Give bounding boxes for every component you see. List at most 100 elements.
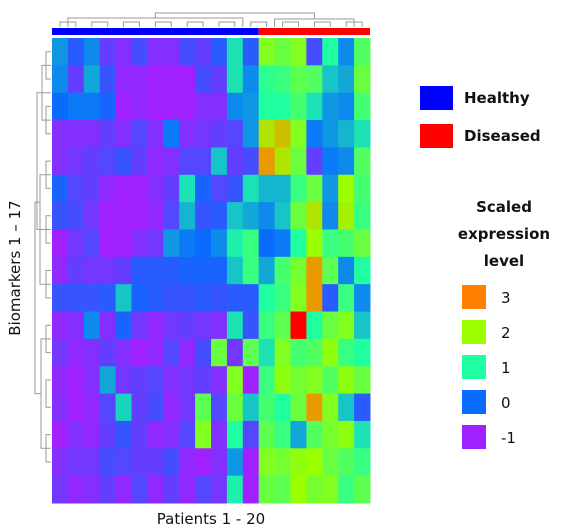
- heatmap-cell: [258, 147, 276, 176]
- heatmap-cell: [179, 174, 196, 203]
- heatmap-cell: [258, 366, 276, 395]
- heatmap-cell: [354, 147, 371, 176]
- heatmap-cell: [274, 65, 291, 94]
- heatmap-cell: [306, 38, 323, 66]
- heatmap-cell: [131, 338, 148, 367]
- heatmap-cell: [67, 202, 85, 230]
- heatmap-cell: [179, 65, 196, 94]
- heatmap-cell: [179, 311, 196, 340]
- heatmap-cell: [226, 420, 244, 449]
- heatmap-cell: [338, 393, 355, 422]
- heatmap-cell: [290, 284, 307, 313]
- heatmap-cell: [99, 92, 117, 121]
- heatmap-cell: [195, 420, 212, 449]
- heatmap-cell: [338, 38, 355, 66]
- heatmap-cell: [83, 475, 101, 504]
- heatmap-cell: [274, 284, 291, 313]
- heatmap-cell: [354, 475, 371, 504]
- heatmap-cell: [274, 393, 291, 422]
- heatmap-cell: [242, 448, 260, 477]
- heatmap-cell: [274, 229, 291, 258]
- heatmap-cell: [195, 174, 212, 203]
- colorbar-tick-label: 0: [501, 394, 511, 412]
- heatmap-cell: [163, 202, 180, 230]
- heatmap-cell: [99, 475, 117, 504]
- heatmap-cell: [67, 475, 85, 504]
- heatmap-cell: [226, 65, 244, 94]
- heatmap-cell: [338, 256, 355, 285]
- legend-label-diseased: Diseased: [464, 127, 541, 145]
- heatmap-cell: [258, 256, 276, 285]
- heatmap-cell: [67, 393, 85, 422]
- heatmap-cell: [67, 338, 85, 367]
- heatmap-cell: [179, 38, 196, 66]
- heatmap-cell: [52, 229, 69, 258]
- group-bar-segment: [52, 28, 259, 35]
- colorbar-swatch: [462, 285, 486, 309]
- heatmap-cell: [226, 448, 244, 477]
- heatmap-cell: [179, 420, 196, 449]
- heatmap-cell: [338, 147, 355, 176]
- heatmap-cell: [67, 65, 85, 94]
- heatmap-cell: [115, 65, 132, 94]
- dendrogram-branch: [154, 12, 315, 19]
- heatmap-cell: [258, 338, 276, 367]
- heatmap-cell: [290, 229, 307, 258]
- colorbar-tick-label: -1: [501, 429, 516, 447]
- heatmap-cell: [274, 120, 291, 148]
- heatmap-cell: [131, 420, 148, 449]
- heatmap-cell: [274, 256, 291, 285]
- heatmap-cell: [115, 393, 132, 422]
- heatmap-cell: [354, 448, 371, 477]
- heatmap-cell: [115, 147, 132, 176]
- heatmap-cell: [290, 65, 307, 94]
- heatmap-cell: [226, 475, 244, 504]
- heatmap-cell: [226, 338, 244, 367]
- heatmap-cell: [322, 65, 339, 94]
- heatmap-cell: [338, 448, 355, 477]
- heatmap-cell: [211, 147, 228, 176]
- heatmap-cell: [274, 475, 291, 504]
- heatmap-cell: [99, 147, 117, 176]
- heatmap-cell: [52, 65, 69, 94]
- heatmap-cell: [99, 338, 117, 367]
- heatmap-cell: [147, 338, 164, 367]
- heatmap-cell: [195, 65, 212, 94]
- heatmap-cell: [195, 393, 212, 422]
- heatmap-cell: [306, 92, 323, 121]
- y-axis-label: Biomarkers 1 – 17: [6, 200, 24, 335]
- heatmap-cell: [67, 311, 85, 340]
- heatmap-cell: [131, 65, 148, 94]
- heatmap-cell: [179, 229, 196, 258]
- heatmap-cell: [242, 393, 260, 422]
- heatmap-cell: [131, 120, 148, 148]
- heatmap-cell: [258, 65, 276, 94]
- heatmap-cell: [195, 229, 212, 258]
- heatmap-cell: [131, 174, 148, 203]
- heatmap-cell: [83, 92, 101, 121]
- colorbar-title-line: Scaled: [476, 198, 532, 216]
- heatmap-cell: [83, 420, 101, 449]
- heatmap-cell: [163, 420, 180, 449]
- heatmap-cell: [131, 229, 148, 258]
- heatmap-cell: [99, 229, 117, 258]
- heatmap-cell: [258, 38, 276, 66]
- legend-swatch-healthy: [420, 86, 453, 110]
- dendrogram-branch: [218, 21, 236, 27]
- heatmap-cell: [67, 92, 85, 121]
- heatmap-cell: [242, 256, 260, 285]
- heatmap-cell: [354, 38, 371, 66]
- heatmap-cell: [338, 420, 355, 449]
- heatmap-cell: [258, 120, 276, 148]
- heatmap-cell: [290, 393, 307, 422]
- heatmap-cell: [322, 202, 339, 230]
- dendrogram-branch: [282, 21, 299, 27]
- heatmap-cell: [83, 393, 101, 422]
- heatmap-cell: [147, 311, 164, 340]
- heatmap-cell: [163, 147, 180, 176]
- heatmap-cell: [322, 338, 339, 367]
- heatmap-cell: [83, 202, 101, 230]
- heatmap-cell: [147, 92, 164, 121]
- heatmap-cell: [211, 92, 228, 121]
